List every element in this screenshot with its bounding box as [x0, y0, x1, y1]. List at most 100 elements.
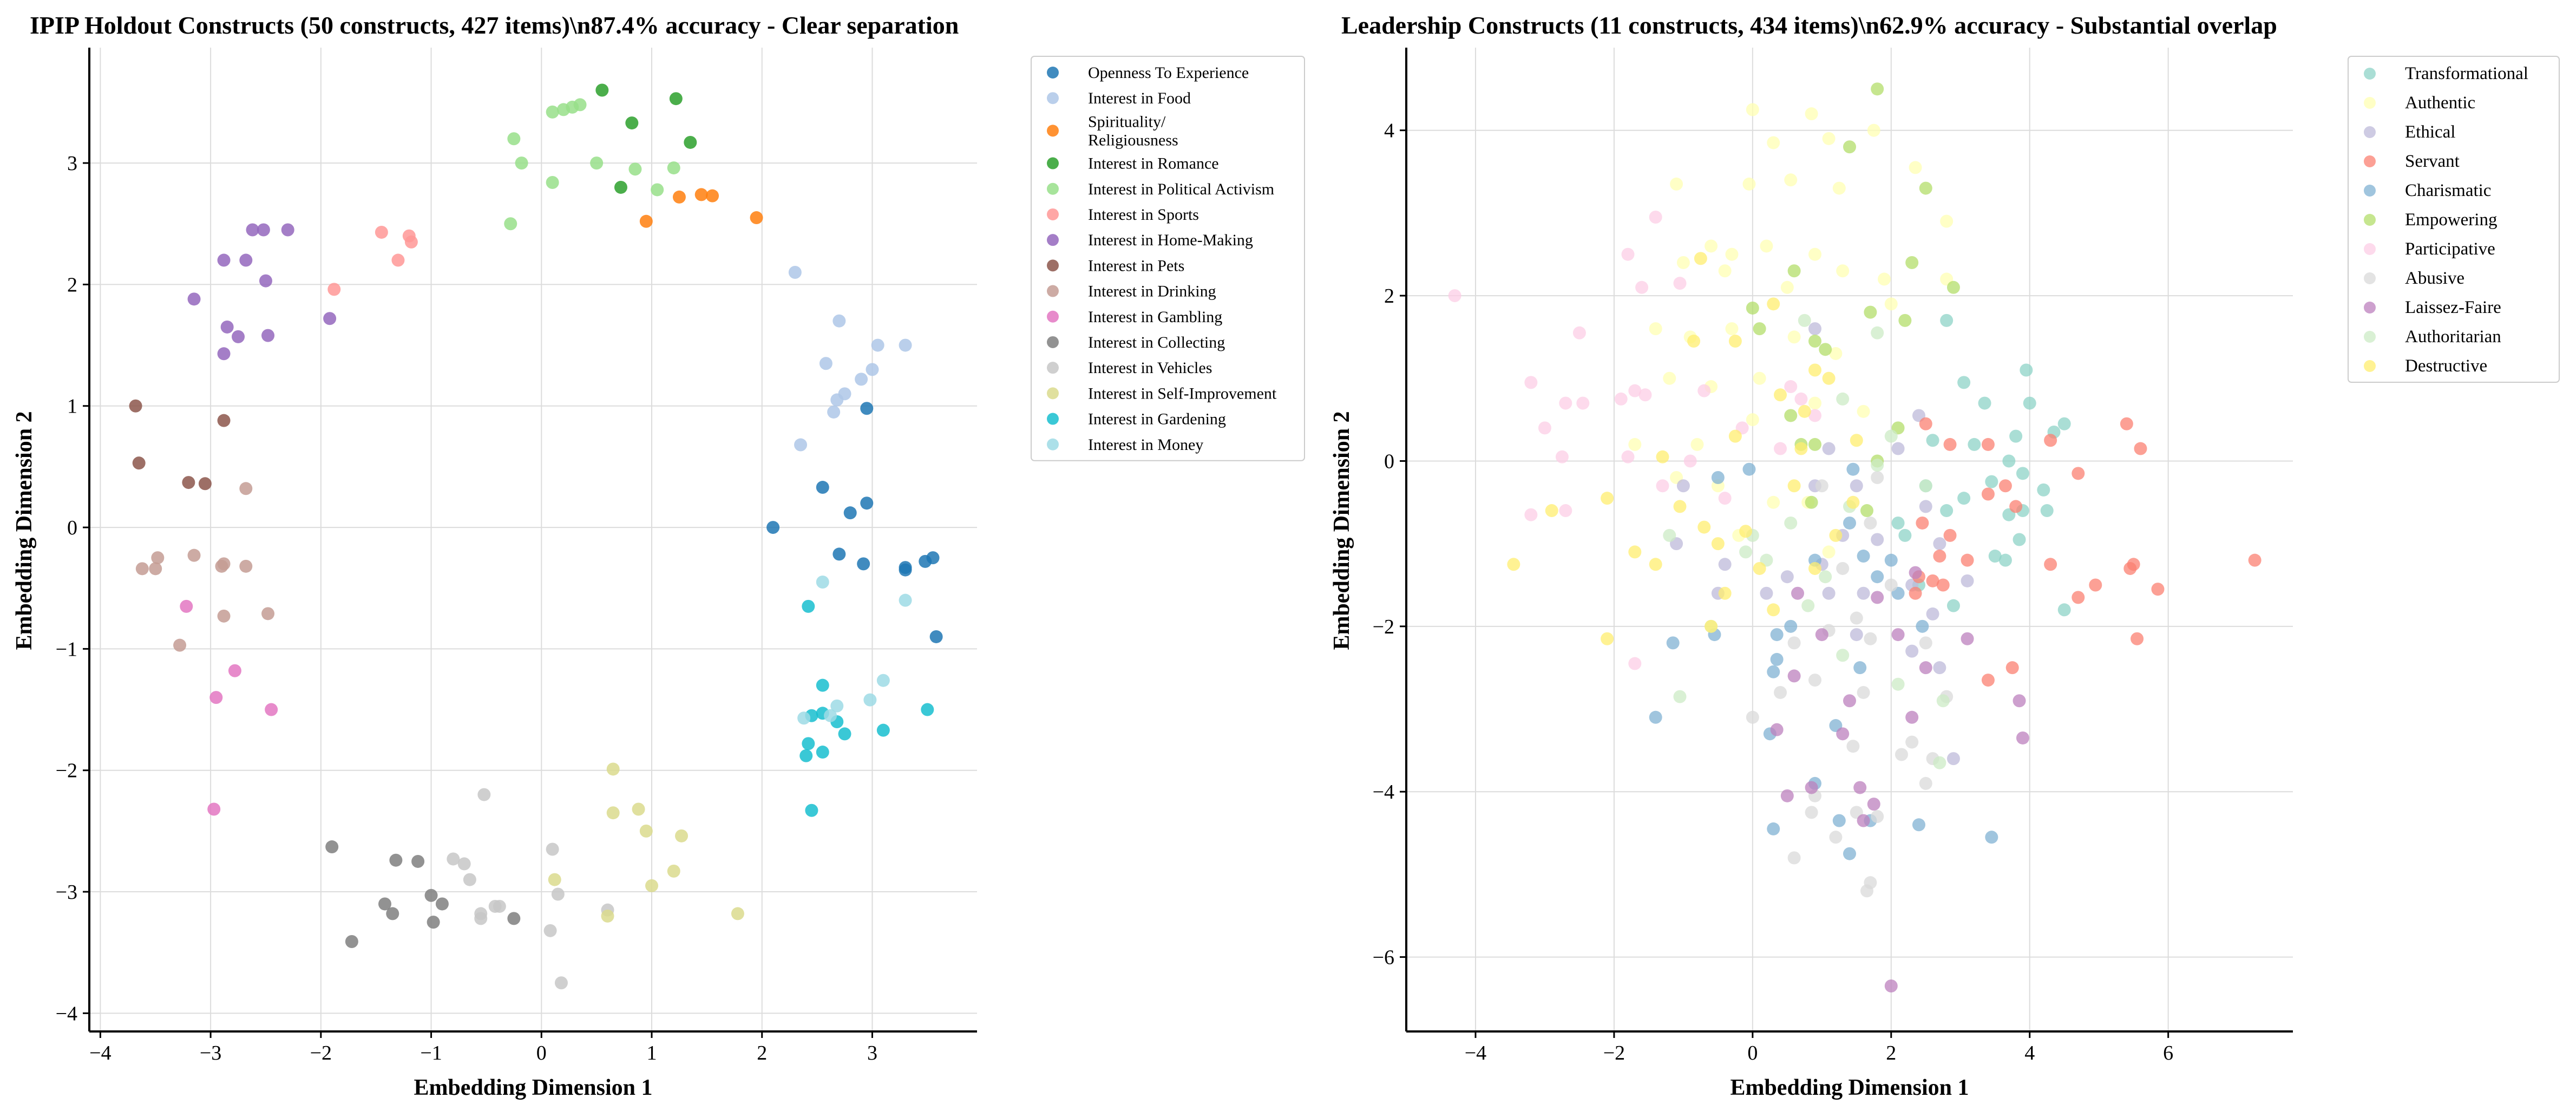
ipip-point [265, 703, 278, 716]
leadership-point [1805, 495, 1818, 509]
leadership-point [1936, 694, 1950, 708]
leadership-point [1742, 177, 1756, 191]
ipip-point [504, 217, 517, 231]
leadership-point [1628, 657, 1642, 670]
ipip-point [667, 864, 680, 878]
ipip-point [546, 105, 559, 119]
ipip-y-axis-label: Embedding Dimension 2 [12, 411, 37, 650]
leadership-point [2013, 694, 2026, 708]
leadership-point [2072, 467, 2085, 480]
ipip-legend-label: Interest in Home-Making [1088, 231, 1253, 249]
leadership-point [1871, 326, 1884, 339]
ipip-legend-label: Openness To Experience [1088, 64, 1249, 82]
ipip-point [651, 183, 664, 197]
ipip-point [929, 630, 943, 643]
leadership-point [1898, 528, 1912, 542]
leadership-point [1815, 628, 1828, 642]
leadership-point [1621, 450, 1635, 463]
leadership-x-tick-label: −2 [1603, 1042, 1625, 1064]
leadership-point [1936, 578, 1950, 592]
leadership-point [1628, 545, 1642, 559]
ipip-point [228, 664, 241, 677]
leadership-y-tick-label: −2 [1373, 616, 1394, 638]
leadership-point [1774, 442, 1787, 455]
leadership-point [1663, 528, 1676, 542]
leadership-legend-marker [2364, 126, 2376, 138]
ipip-point [546, 842, 559, 856]
leadership-point [1864, 632, 1877, 645]
ipip-x-tick-label: −4 [89, 1042, 111, 1064]
ipip-legend-marker [1047, 387, 1059, 400]
leadership-point [1635, 280, 1649, 294]
ipip-point [375, 225, 388, 239]
ipip-point [543, 924, 557, 937]
leadership-y-tick-label: 0 [1384, 450, 1394, 473]
leadership-point [1905, 256, 1919, 269]
leadership-point [1857, 550, 1870, 563]
leadership-point [1822, 132, 1836, 145]
ipip-y-tick-label: −4 [56, 1002, 77, 1025]
ipip-point [389, 853, 403, 867]
leadership-point [1808, 409, 1822, 422]
leadership-point [1850, 628, 1863, 642]
ipip-legend-marker [1047, 208, 1059, 220]
ipip-point [802, 599, 815, 613]
ipip-point [750, 211, 763, 225]
ipip-point [833, 314, 846, 328]
ipip-point [799, 749, 813, 762]
ipip-point [507, 912, 521, 925]
leadership-point [1649, 710, 1662, 724]
leadership-legend-label: Authoritarian [2405, 327, 2501, 347]
leadership-point [1926, 574, 1939, 587]
leadership-point [1871, 82, 1884, 96]
ipip-point [187, 292, 201, 306]
leadership-point [1676, 256, 1690, 269]
leadership-point [1601, 492, 1614, 505]
leadership-point [1836, 561, 1850, 575]
leadership-point [2020, 363, 2033, 377]
leadership-point [2005, 661, 2019, 675]
leadership-point [1760, 586, 1773, 600]
leadership-point [1846, 740, 1860, 753]
leadership-grid [1406, 48, 2293, 1031]
leadership-point [1961, 632, 1974, 645]
leadership-point [2057, 603, 2071, 617]
leadership-point [1981, 487, 1995, 501]
ipip-point [625, 116, 639, 130]
leadership-point [1850, 611, 1863, 625]
ipip-point [816, 746, 829, 759]
leadership-legend-marker [2364, 331, 2376, 343]
ipip-point [217, 253, 231, 267]
leadership-point [1753, 371, 1766, 385]
leadership-point [1943, 437, 1957, 451]
ipip-point [135, 562, 149, 576]
ipip-point [667, 161, 680, 175]
ipip-x-axis-label: Embedding Dimension 1 [414, 1075, 652, 1100]
ipip-point [386, 907, 399, 920]
leadership-point [1774, 388, 1787, 402]
leadership-point [1933, 537, 1946, 551]
leadership-x-tick-label: 2 [1886, 1042, 1896, 1064]
leadership-point [1829, 528, 1843, 542]
leadership-point [1746, 301, 1759, 315]
leadership-point [1808, 437, 1822, 451]
ipip-y-tick-label: 3 [67, 152, 77, 175]
ipip-legend-marker [1047, 259, 1059, 272]
ipip-y-tick-label: −1 [56, 638, 77, 661]
leadership-point [1787, 330, 1801, 344]
ipip-grid [89, 48, 977, 1031]
ipip-y-tick-label: 2 [67, 273, 77, 296]
ipip-point [706, 189, 719, 203]
leadership-point [1819, 343, 1832, 356]
leadership-point [1843, 516, 1856, 530]
leadership-point [2009, 429, 2023, 443]
leadership-point [1746, 103, 1759, 116]
leadership-point [1871, 533, 1884, 546]
ipip-point [876, 674, 890, 687]
ipip-point [217, 414, 231, 427]
leadership-point [1933, 661, 1946, 675]
leadership-legend-marker [2364, 360, 2376, 372]
leadership-point [1846, 495, 1860, 509]
ipip-point [493, 899, 506, 913]
